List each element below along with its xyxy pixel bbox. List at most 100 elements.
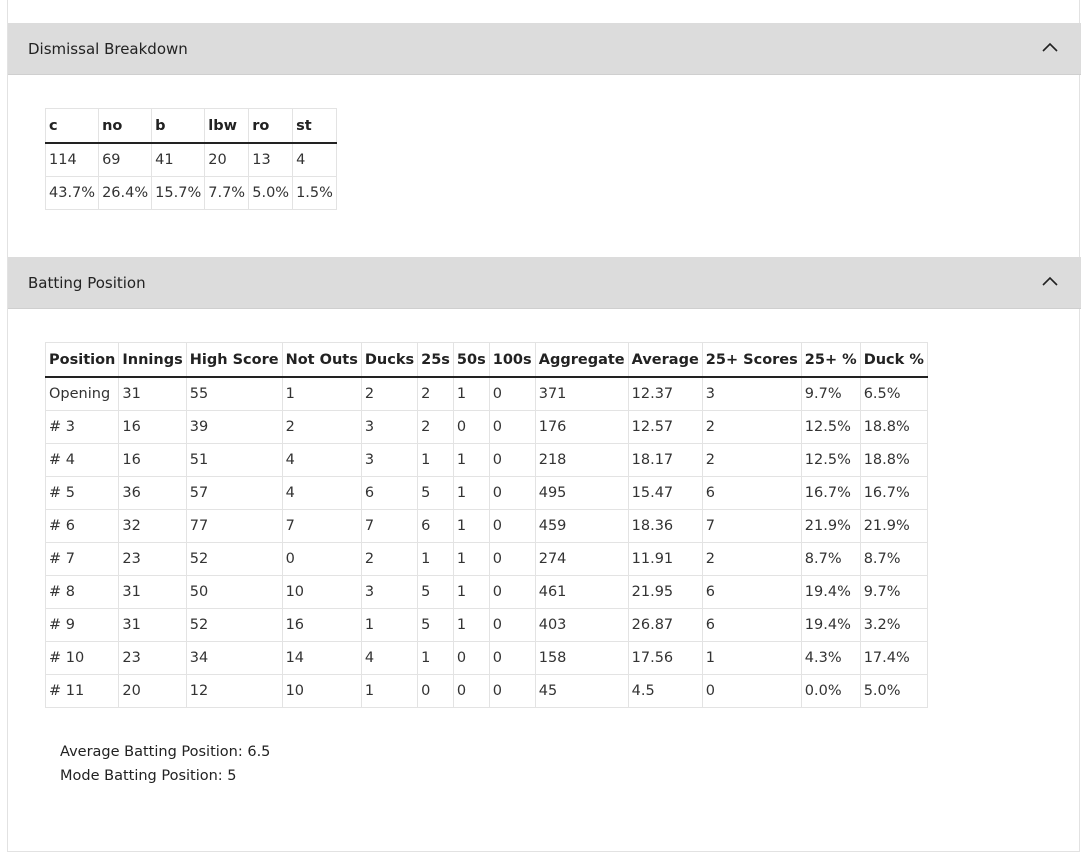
batting-cell: 23: [118, 641, 187, 675]
dismissal-column-header: ro: [248, 108, 293, 144]
batting-position-header[interactable]: Batting Position: [8, 257, 1081, 309]
batting-cell: 0: [488, 608, 536, 642]
batting-cell: 4: [281, 443, 362, 477]
batting-cell: 0: [488, 641, 536, 675]
batting-cell: 2: [417, 410, 454, 444]
batting-cell: 12.5%: [800, 410, 861, 444]
batting-cell: 18.8%: [859, 410, 928, 444]
batting-cell: # 10: [44, 641, 119, 675]
batting-cell: 23: [118, 542, 187, 576]
batting-cell: 274: [534, 542, 629, 576]
dismissal-cell: 43.7%: [44, 176, 99, 210]
batting-cell: 32: [118, 509, 187, 543]
dismissal-cell: 20: [204, 143, 249, 177]
batting-cell: 7: [360, 509, 418, 543]
dismissal-cell: 41: [151, 143, 205, 177]
batting-cell: 17.56: [627, 641, 703, 675]
batting-cell: 1: [452, 377, 490, 411]
batting-cell: 176: [534, 410, 629, 444]
batting-position-title: Batting Position: [28, 274, 146, 292]
batting-column-header: Duck %: [859, 342, 928, 378]
batting-cell: 51: [185, 443, 283, 477]
batting-cell: 20: [118, 674, 187, 708]
batting-cell: 1: [452, 443, 490, 477]
batting-cell: 6: [417, 509, 454, 543]
batting-cell: 3: [360, 410, 418, 444]
mode-batting-position: Mode Batting Position: 5: [60, 768, 237, 784]
batting-cell: 7: [281, 509, 362, 543]
batting-cell: # 11: [44, 674, 119, 708]
batting-cell: 0: [488, 674, 536, 708]
batting-cell: 16: [118, 443, 187, 477]
batting-cell: 7: [701, 509, 802, 543]
batting-cell: 1: [452, 608, 490, 642]
chevron-up-icon[interactable]: [1041, 41, 1059, 53]
batting-cell: 12: [185, 674, 283, 708]
batting-cell: 6: [701, 575, 802, 609]
dismissal-cell: 7.7%: [204, 176, 249, 210]
batting-cell: 2: [701, 443, 802, 477]
batting-cell: 17.4%: [859, 641, 928, 675]
batting-column-header: Position: [44, 342, 119, 378]
batting-cell: 3: [701, 377, 802, 411]
batting-cell: 21.9%: [800, 509, 861, 543]
batting-cell: 495: [534, 476, 629, 510]
batting-cell: 5: [417, 575, 454, 609]
batting-cell: 1: [417, 443, 454, 477]
chevron-up-icon[interactable]: [1041, 275, 1059, 287]
batting-cell: 1: [452, 542, 490, 576]
batting-cell: Opening: [44, 377, 119, 411]
table-row: # 9 31 52 16 1 5 1 0 403 26.87 6 19.4% 3.2%: [44, 608, 928, 642]
batting-cell: 0.0%: [800, 674, 861, 708]
table-row: # 7 23 52 0 2 1 1 0 274 11.91 2 8.7% 8.7%: [44, 542, 928, 576]
batting-cell: 1: [360, 608, 418, 642]
batting-cell: # 3: [44, 410, 119, 444]
dismissal-cell: 5.0%: [248, 176, 293, 210]
batting-cell: 21.9%: [859, 509, 928, 543]
batting-cell: 31: [118, 377, 187, 411]
batting-column-header: 50s: [452, 342, 490, 378]
batting-column-header: Aggregate: [534, 342, 629, 378]
batting-cell: 218: [534, 443, 629, 477]
batting-cell: 0: [452, 641, 490, 675]
batting-cell: 459: [534, 509, 629, 543]
batting-cell: 6: [701, 608, 802, 642]
batting-cell: 2: [417, 377, 454, 411]
batting-cell: 57: [185, 476, 283, 510]
batting-cell: 18.17: [627, 443, 703, 477]
dismissal-column-header: b: [151, 108, 205, 144]
batting-cell: 3: [360, 443, 418, 477]
batting-cell: 4.3%: [800, 641, 861, 675]
batting-cell: 461: [534, 575, 629, 609]
stats-panel: Dismissal Breakdown c no b lbw ro st 114 69 41 2…: [7, 0, 1081, 852]
batting-cell: 2: [281, 410, 362, 444]
batting-cell: 2: [701, 542, 802, 576]
batting-cell: 0: [417, 674, 454, 708]
batting-cell: 403: [534, 608, 629, 642]
table-row: # 3 16 39 2 3 2 0 0 176 12.57 2 12.5% 18.8%: [44, 410, 928, 444]
table-row: # 10 23 34 14 4 1 0 0 158 17.56 1 4.3% 17.4%: [44, 641, 928, 675]
batting-cell: 0: [452, 674, 490, 708]
batting-cell: 3: [360, 575, 418, 609]
batting-cell: 8.7%: [800, 542, 861, 576]
batting-position-table: Position Innings High Score Not Outs Ducks 25…: [44, 342, 928, 708]
batting-cell: 6: [701, 476, 802, 510]
batting-summary: Average Batting Position: 6.5 Mode Batti…: [60, 740, 270, 788]
batting-cell: 6.5%: [859, 377, 928, 411]
batting-cell: 10: [281, 575, 362, 609]
batting-cell: 1: [417, 542, 454, 576]
dismissal-cell: 13: [248, 143, 293, 177]
dismissal-breakdown-title: Dismissal Breakdown: [28, 40, 188, 58]
batting-cell: 2: [360, 542, 418, 576]
batting-cell: 371: [534, 377, 629, 411]
batting-cell: 4.5: [627, 674, 703, 708]
batting-cell: 0: [488, 509, 536, 543]
batting-cell: 1: [452, 476, 490, 510]
batting-column-header: 25+ Scores: [701, 342, 802, 378]
average-batting-position: Average Batting Position: 6.5: [60, 744, 271, 760]
batting-column-header: Ducks: [360, 342, 418, 378]
batting-cell: 0: [281, 542, 362, 576]
dismissal-breakdown-header[interactable]: Dismissal Breakdown: [8, 23, 1081, 75]
batting-cell: 0: [488, 377, 536, 411]
dismissal-cell: 1.5%: [292, 176, 337, 210]
